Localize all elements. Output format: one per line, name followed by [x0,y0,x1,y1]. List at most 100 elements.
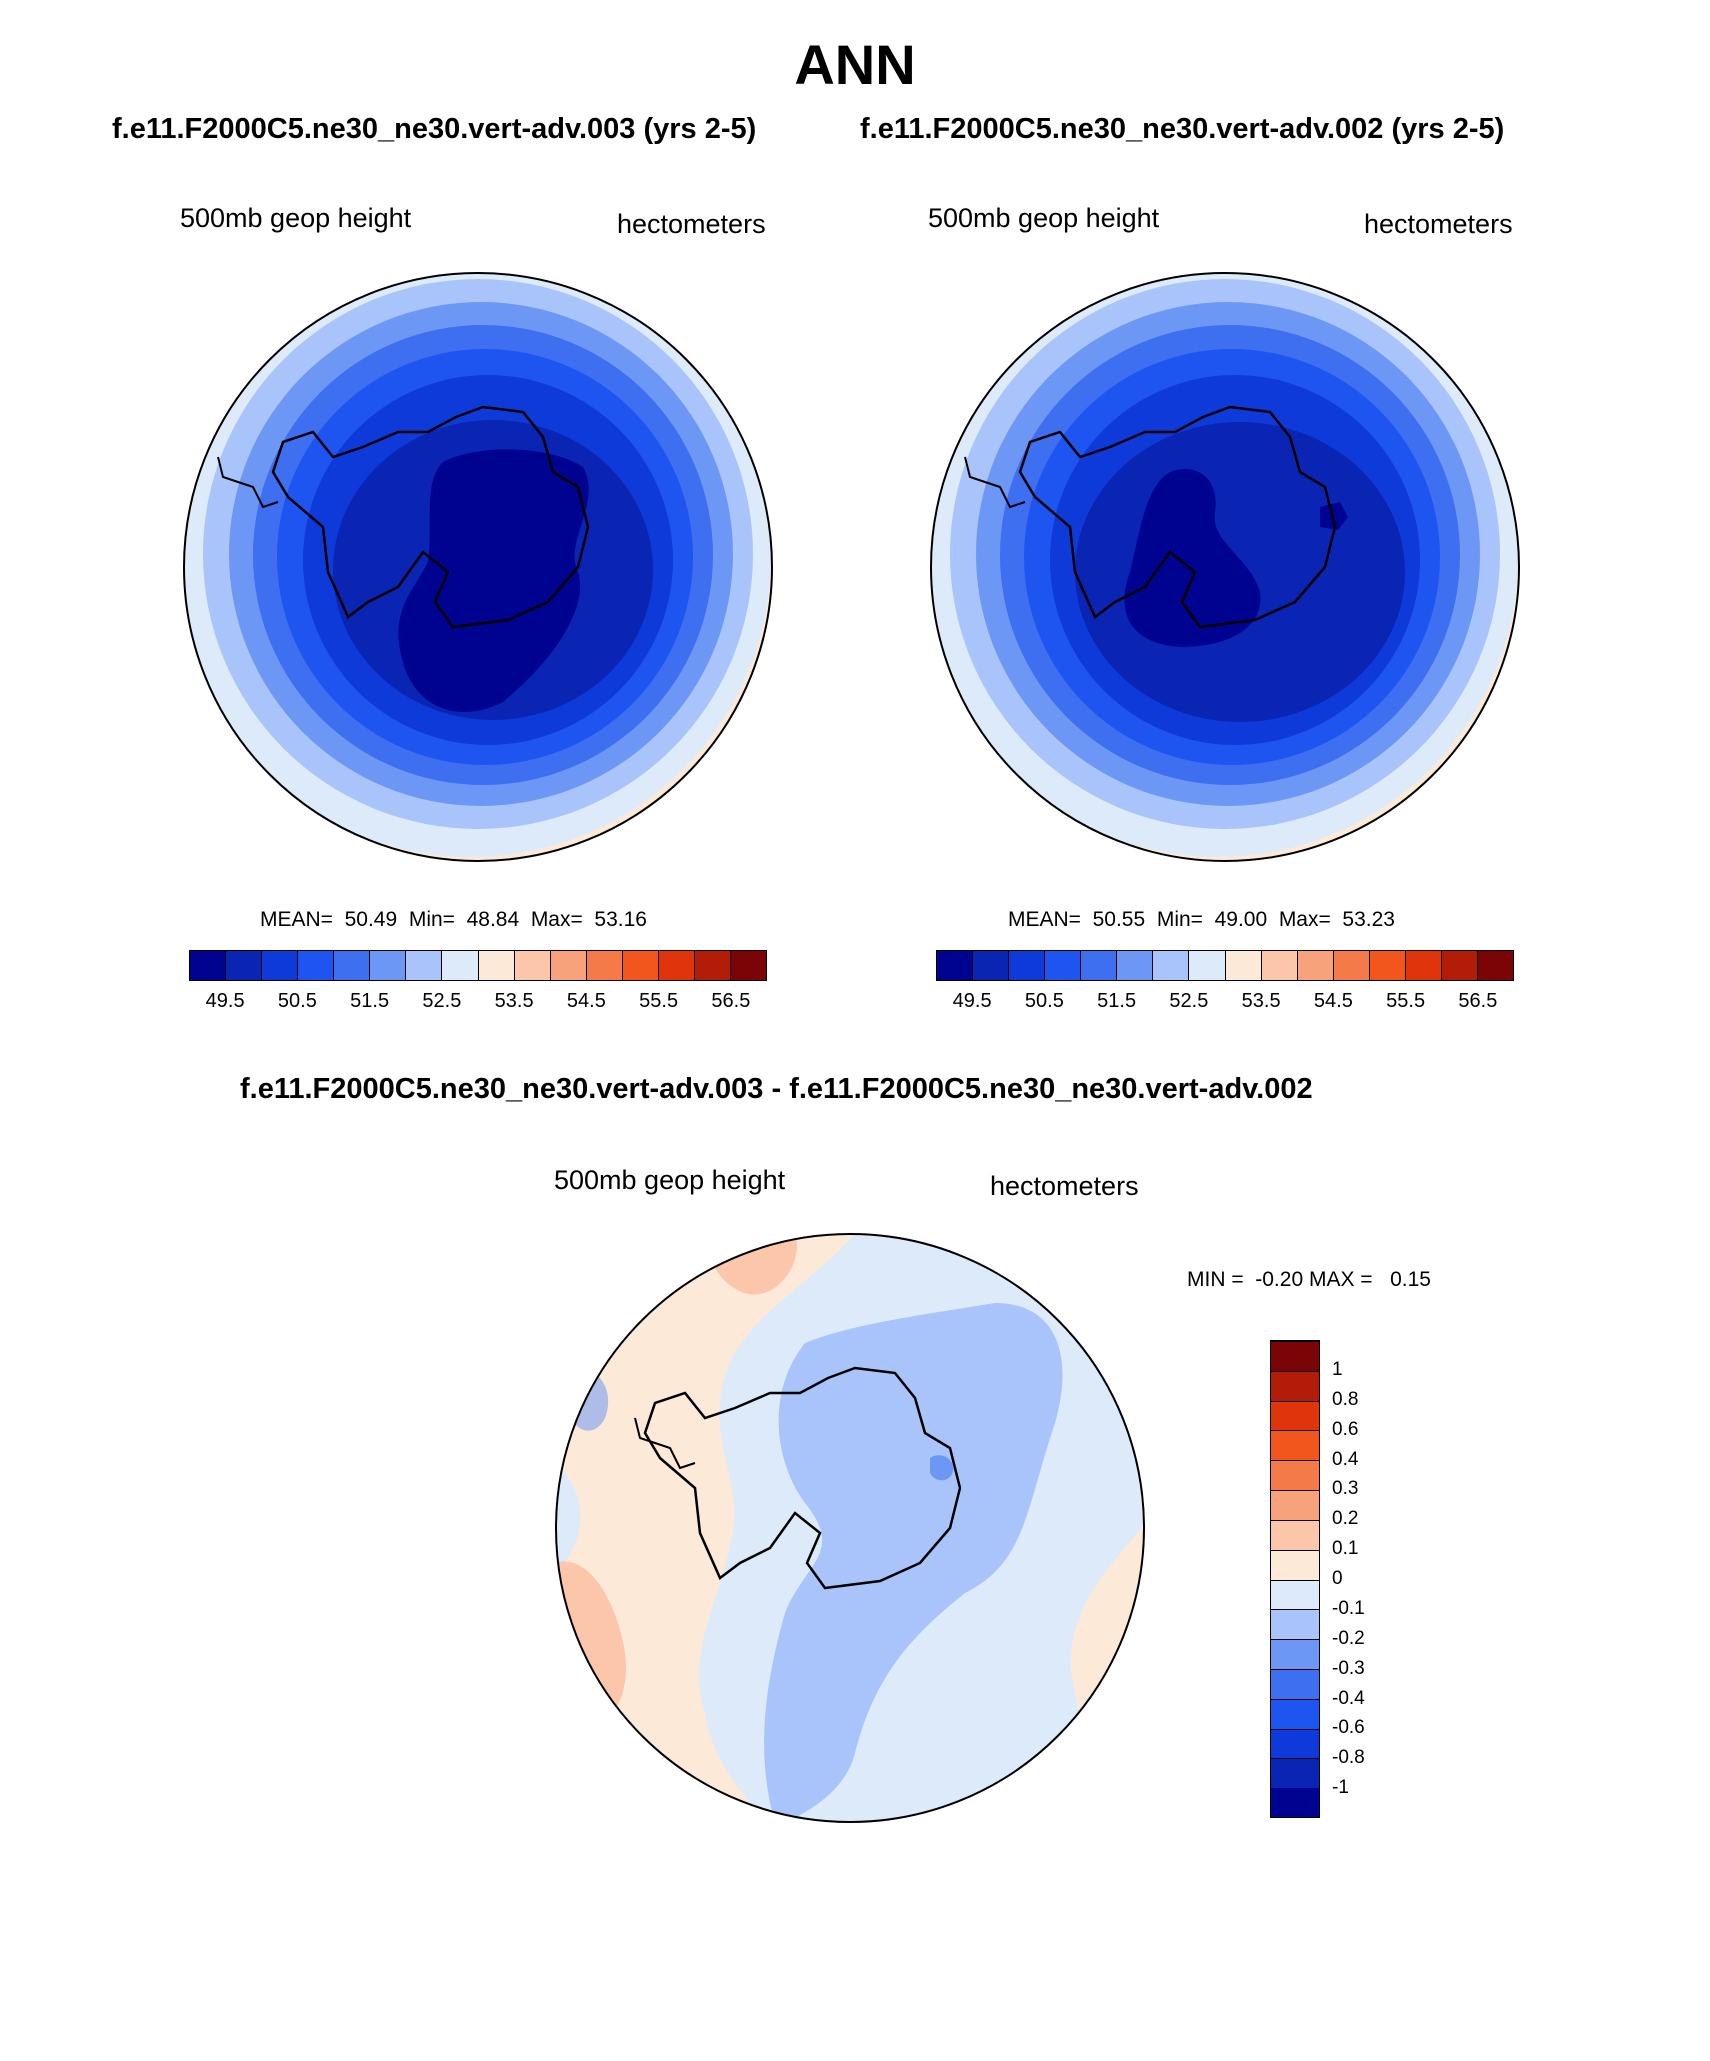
panel-a-colorbar-swatch-2 [262,951,299,980]
panel-b-colorbar-swatch-9 [1261,951,1298,980]
panel-b-colorbar-swatch-13 [1405,951,1442,980]
panel-a-colorbar-tick-label: 54.5 [566,990,606,1012]
panel-a-colorbar-swatch-3 [298,951,335,980]
panel-diff-colorbar-tick-label: -0.3 [1332,1657,1365,1679]
panel-a-colorbar-swatch-4 [334,951,371,980]
panel-a-colorbar-swatch-1 [226,951,263,980]
panel-a-colorbar-swatch-9 [514,951,551,980]
panel-diff-colorbar-swatch-7 [1271,1579,1319,1610]
panel-b-polar-map [930,272,1520,862]
case-b-header: f.e11.F2000C5.ne30_ne30.vert-adv.002 (yr… [860,113,1505,145]
panel-b-coastline [1018,405,1337,629]
panel-diff-band-neg02 [764,1303,1063,1822]
panel-diff-stats: MIN = -0.20 MAX = 0.15 [1187,1268,1431,1291]
panel-a-colorbar-tick-label: 49.5 [205,990,245,1012]
panel-b-colorbar-swatch-14 [1441,951,1478,980]
panel-b-colorbar-tick-label: 49.5 [952,990,992,1012]
panel-a-stats: MEAN= 50.49 Min= 48.84 Max= 53.16 [260,908,647,931]
panel-diff-colorbar-swatch-10 [1271,1490,1319,1520]
panel-b-colorbar-tick-label: 52.5 [1169,990,1209,1012]
panel-diff-colorbar-swatch-1 [1271,1758,1319,1789]
panel-b-colorbar [936,950,1514,981]
panel-diff-colorbar-swatch-8 [1271,1549,1319,1580]
panel-a-colorbar-swatch-14 [694,951,731,980]
panel-b-colorbar-swatch-0 [937,951,974,980]
panel-diff-colorbar-tick-label: 0.1 [1332,1538,1359,1560]
panel-diff-colorbar-tick-label: -0.8 [1332,1747,1365,1769]
panel-a-colorbar-swatch-5 [370,951,407,980]
panel-a-colorbar-swatch-10 [550,951,587,980]
panel-a-peninsula [217,456,279,509]
panel-diff-coastline [643,1366,962,1590]
panel-b-band-49-spot [1320,502,1348,530]
panel-diff-colorbar-swatch-2 [1271,1728,1319,1759]
panel-a-band-49 [398,449,589,713]
panel-diff-colorbar-tick-label: 1 [1332,1358,1343,1380]
panel-b-variable-label: 500mb geop height [928,203,1160,233]
panel-diff-polar-map [555,1233,1145,1823]
panel-b-colorbar-swatch-12 [1369,951,1406,980]
panel-a-units-label: hectometers [617,209,766,239]
panel-a-colorbar-tick-label: 51.5 [350,990,390,1012]
panel-a-coastline [271,405,590,629]
panel-b-band-49 [1124,468,1261,647]
panel-a-colorbar [189,950,767,981]
diff-header: f.e11.F2000C5.ne30_ne30.vert-adv.003 - f… [240,1073,1313,1105]
page-title: ANN [794,33,916,96]
panel-b-colorbar-swatch-10 [1297,951,1334,980]
panel-b-colorbar-swatch-7 [1189,951,1226,980]
panel-diff-colorbar-tick-label: -0.2 [1332,1627,1365,1649]
panel-b-colorbar-swatch-15 [1477,951,1513,980]
panel-b-colorbar-swatch-6 [1153,951,1190,980]
panel-a-colorbar-tick-label: 55.5 [639,990,679,1012]
panel-b-colorbar-swatch-1 [973,951,1010,980]
panel-b-colorbar-tick-label: 51.5 [1097,990,1137,1012]
panel-diff-colorbar-swatch-15 [1271,1341,1319,1371]
panel-diff-colorbar-tick-label: 0.8 [1332,1388,1359,1410]
panel-diff-colorbar-swatch-4 [1271,1668,1319,1699]
panel-diff-colorbar-tick-label: -0.4 [1332,1687,1365,1709]
panel-diff-map-border [555,1233,1145,1823]
panel-diff-peninsula [634,1417,696,1470]
panel-diff-colorbar-tick-label: -0.6 [1332,1717,1365,1739]
panel-a-variable-label: 500mb geop height [180,203,412,233]
panel-b-colorbar-swatch-5 [1117,951,1154,980]
panel-diff-colorbar-swatch-5 [1271,1639,1319,1669]
panel-a-colorbar-swatch-8 [478,951,515,980]
panel-a-colorbar-tick-label: 56.5 [711,990,751,1012]
panel-diff-colorbar-swatch-6 [1271,1609,1319,1640]
panel-diff-band-neg03-spot [930,1455,954,1481]
panel-diff-colorbar-tick-label: 0.3 [1332,1478,1359,1500]
panel-b-colorbar-swatch-11 [1333,951,1370,980]
panel-b-colorbar-tick-label: 53.5 [1241,990,1281,1012]
panel-b-colorbar-swatch-4 [1081,951,1118,980]
panel-a-colorbar-swatch-15 [730,951,766,980]
panel-a-colorbar-swatch-6 [406,951,443,980]
panel-b-colorbar-tick-label: 54.5 [1313,990,1353,1012]
panel-a-colorbar-swatch-12 [622,951,659,980]
panel-a-polar-map [183,272,773,862]
case-a-header: f.e11.F2000C5.ne30_ne30.vert-adv.003 (yr… [112,113,757,145]
panel-diff-colorbar-tick-label: -1 [1332,1777,1349,1799]
panel-b-colorbar-tick-label: 55.5 [1386,990,1426,1012]
panel-diff-colorbar-tick-label: 0 [1332,1568,1343,1589]
panel-b-units-label: hectometers [1364,209,1513,239]
panel-b-colorbar-swatch-3 [1045,951,1082,980]
panel-a-colorbar-tick-label: 53.5 [494,990,534,1012]
panel-b-map-border [930,272,1520,862]
panel-b-colorbar-swatch-8 [1225,951,1262,980]
panel-b-colorbar-tick-label: 56.5 [1458,990,1498,1012]
panel-diff-colorbar-swatch-12 [1271,1430,1319,1461]
panel-diff-colorbar-swatch-3 [1271,1698,1319,1729]
panel-diff-units-label: hectometers [990,1171,1139,1201]
panel-b-peninsula [964,456,1026,509]
panel-a-colorbar-swatch-0 [190,951,227,980]
panel-diff-colorbar-swatch-0 [1271,1788,1319,1817]
panel-diff-colorbar-swatch-14 [1271,1370,1319,1401]
panel-b-colorbar-tick-label: 50.5 [1024,990,1064,1012]
panel-diff-colorbar-tick-label: 0.4 [1332,1448,1359,1470]
panel-a-map-border [183,272,773,862]
panel-b-colorbar-swatch-2 [1009,951,1046,980]
panel-diff-colorbar-tick-label: 0.6 [1332,1418,1359,1440]
panel-diff-variable-label: 500mb geop height [554,1165,786,1195]
